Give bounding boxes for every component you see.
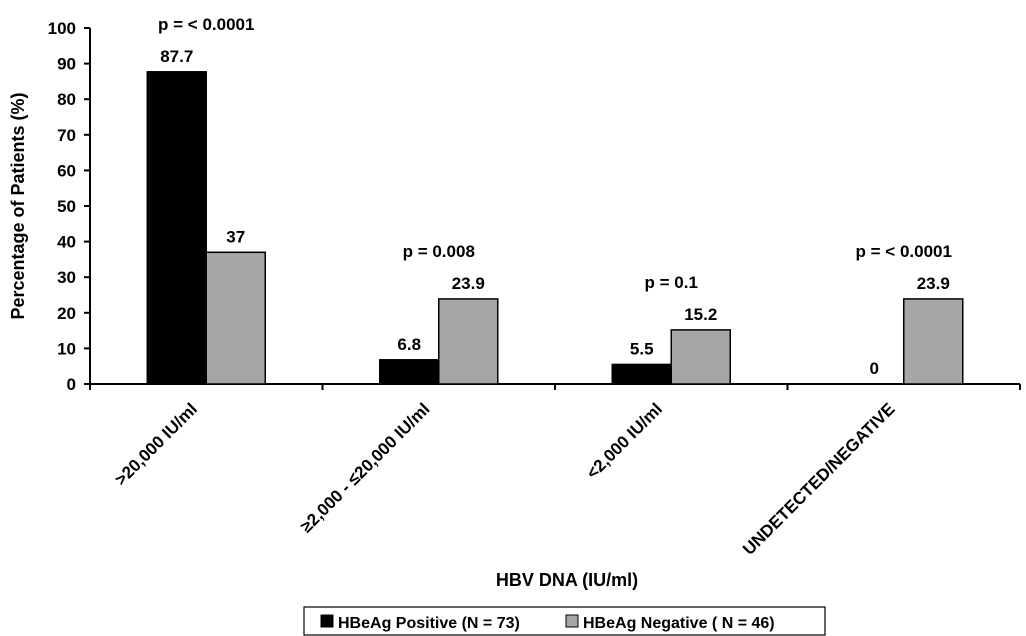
p-value-label: p = < 0.0001 bbox=[856, 242, 952, 261]
x-axis-title: HBV DNA (IU/ml) bbox=[496, 570, 638, 590]
x-tick-label: >20,000 IU/ml bbox=[111, 399, 201, 489]
bar-positive bbox=[611, 363, 672, 385]
legend-label-negative: HBeAg Negative ( N = 46) bbox=[583, 615, 775, 632]
y-tick-label: 0 bbox=[67, 375, 76, 394]
bar-negative bbox=[205, 251, 266, 385]
legend-frame bbox=[303, 606, 826, 636]
legend-label-positive: HBeAg Positive (N = 73) bbox=[338, 615, 520, 632]
y-tick-label: 70 bbox=[57, 126, 76, 145]
legend-swatch-negative bbox=[565, 614, 579, 628]
p-value-label: p = 0.008 bbox=[403, 242, 475, 261]
bar-value-label: 87.7 bbox=[160, 47, 193, 66]
x-tick-label: UNDETECTED/NEGATIVE bbox=[739, 399, 898, 558]
y-tick-label: 10 bbox=[57, 339, 76, 358]
p-value-label: p = 0.1 bbox=[645, 273, 698, 292]
bar-value-label: 6.8 bbox=[397, 335, 421, 354]
y-tick-label: 50 bbox=[57, 197, 76, 216]
x-tick-labels: >20,000 IU/ml ≥2,000 - ≤20,000 IU/ml <2,00… bbox=[111, 399, 898, 558]
y-tick-label: 30 bbox=[57, 268, 76, 287]
bars bbox=[146, 71, 964, 385]
y-tick-label: 100 bbox=[48, 19, 76, 38]
bar-negative bbox=[670, 329, 731, 385]
y-tick-label: 40 bbox=[57, 233, 76, 252]
legend: HBeAg Positive (N = 73) HBeAg Negative (… bbox=[303, 606, 826, 636]
y-tick-label: 20 bbox=[57, 304, 76, 323]
bar-value-label: 23.9 bbox=[917, 274, 950, 293]
bar-positive bbox=[379, 359, 440, 385]
p-value-annotations: p = < 0.0001 p = 0.008 p = 0.1 p = < 0.0001 bbox=[158, 15, 952, 292]
bar-value-label: 23.9 bbox=[452, 274, 485, 293]
bar-positive bbox=[146, 71, 207, 385]
x-tick-label: <2,000 IU/ml bbox=[583, 399, 666, 482]
bar-value-labels: 87.7 37 6.8 23.9 5.5 15.2 0 23.9 bbox=[160, 47, 950, 378]
y-axis: 0 10 20 30 40 50 60 70 80 90 100 bbox=[48, 19, 91, 394]
bar-value-label: 15.2 bbox=[684, 305, 717, 324]
y-axis-title: Percentage of Patients (%) bbox=[8, 92, 28, 319]
p-value-label: p = < 0.0001 bbox=[158, 15, 254, 34]
y-tick-label: 60 bbox=[57, 161, 76, 180]
x-tick-label: ≥2,000 - ≤20,000 IU/ml bbox=[297, 399, 434, 536]
y-tick-label: 80 bbox=[57, 90, 76, 109]
y-tick-label: 90 bbox=[57, 55, 76, 74]
legend-swatch-positive bbox=[320, 614, 334, 628]
bar-value-label: 5.5 bbox=[630, 339, 654, 358]
bar-value-label: 37 bbox=[226, 227, 245, 246]
bar-negative bbox=[903, 298, 964, 385]
bar-negative bbox=[438, 298, 499, 385]
bar-value-label: 0 bbox=[870, 359, 879, 378]
x-axis bbox=[89, 383, 1021, 390]
